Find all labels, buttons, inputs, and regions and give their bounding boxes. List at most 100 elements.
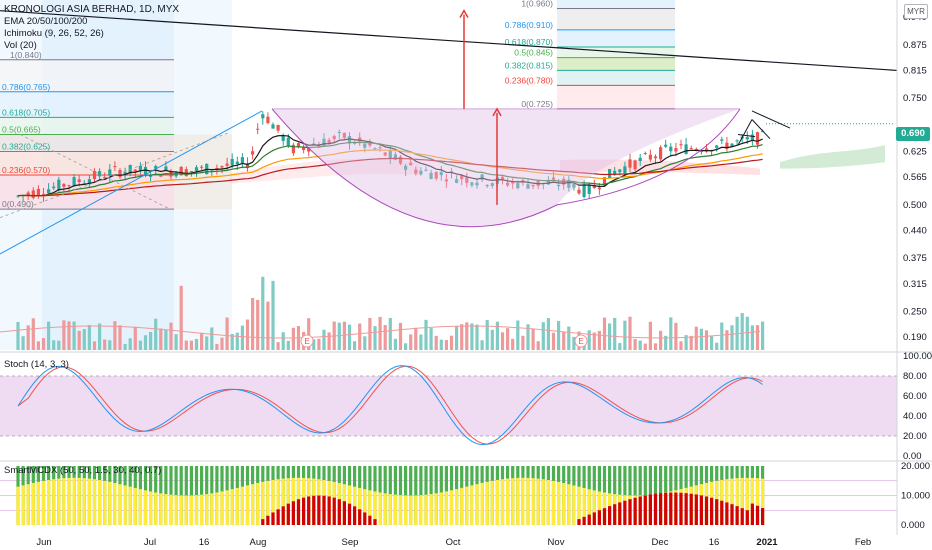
mcdx-bar-red (337, 499, 341, 525)
volume-bar (342, 321, 346, 350)
candle-body (271, 124, 275, 129)
mcdx-bar-yellow (358, 487, 362, 525)
currency-button[interactable]: MYR (904, 4, 928, 19)
volume-bar (659, 330, 663, 350)
volume-bar (404, 343, 408, 350)
candle-body (623, 166, 627, 174)
candle-body (47, 189, 51, 194)
volume-bar (704, 330, 709, 350)
mcdx-bar-yellow (546, 479, 550, 525)
fib-left-band (0, 175, 174, 210)
candle-body (704, 148, 709, 152)
mcdx-bar-yellow (87, 478, 91, 525)
volume-bar (184, 340, 188, 350)
fib-right-band (557, 8, 675, 30)
candle-body (444, 179, 448, 182)
mcdx-bar-yellow (123, 485, 127, 525)
volume-bar (694, 326, 698, 350)
mcdx-bar-red (276, 509, 280, 525)
volume-bar (174, 334, 178, 350)
candle-body (715, 145, 719, 148)
volume-bar (220, 337, 224, 350)
candle-body (393, 154, 397, 160)
volume-bar (648, 321, 652, 350)
volume-bar (179, 285, 183, 350)
mcdx-bar-yellow (470, 485, 474, 525)
price-tick-label: 0.375 (903, 253, 927, 264)
volume-bar (388, 317, 392, 350)
candle-body (664, 144, 668, 147)
candle-body (516, 183, 520, 189)
mcdx-bar-yellow (363, 489, 367, 525)
price-tick-label: 0.815 (903, 65, 927, 76)
mcdx-bar-red (327, 496, 331, 525)
candle-body (465, 177, 469, 183)
candle-body (506, 182, 510, 186)
volume-bar (684, 335, 688, 350)
price-tick-label: 0.190 (903, 332, 927, 343)
volume-bar (740, 313, 744, 350)
time-tick-label: 2021 (756, 537, 778, 548)
ema-20-line (17, 134, 763, 197)
cup-pattern-right-edge (556, 108, 741, 206)
fib-right-band (557, 29, 675, 47)
mcdx-bar-red (592, 512, 596, 525)
mcdx-bar-red (582, 516, 586, 525)
fib-right-level-label: 0.382(0.815) (505, 60, 553, 70)
price-tick-label: 0.625 (903, 147, 927, 158)
fib-right-level-label: 0.786(0.910) (505, 20, 553, 30)
time-tick-label: 16 (709, 537, 720, 548)
smartmcdx-legend: SmartMCDX (50, 50, 1.5, 30, 40, 0.7) (4, 465, 162, 476)
candle-body (312, 143, 316, 145)
candle-body (302, 147, 306, 151)
volume-bar (317, 338, 321, 350)
time-tick-label: Jul (144, 537, 156, 548)
volume-bar (123, 343, 127, 350)
dashed-line-1 (0, 131, 231, 219)
fib-left-level-label: 0.618(0.705) (2, 107, 50, 117)
mcdx-bar-yellow (439, 492, 443, 525)
mcdx-tick-label: 0.000 (901, 520, 925, 531)
price-tick-label: 0.250 (903, 307, 927, 318)
candle-body (679, 144, 683, 146)
mcdx-bar-red (266, 515, 270, 525)
mcdx-bar-red (373, 519, 377, 525)
volume-bar (113, 321, 117, 350)
volume-bar (689, 335, 693, 350)
price-tick-label: 0.750 (903, 93, 927, 104)
candle-body (388, 151, 392, 159)
volume-bar (557, 320, 561, 350)
stoch-tick-label: 80.00 (903, 371, 927, 382)
mcdx-bar-yellow (562, 483, 566, 525)
candle-body (409, 162, 413, 166)
candle-body (608, 169, 612, 179)
ichimoku-cloud-green (780, 145, 885, 169)
mcdx-bar-yellow (62, 478, 66, 525)
volume-bar (485, 320, 489, 350)
mcdx-bar-yellow (82, 478, 86, 525)
mcdx-bar-yellow (761, 478, 765, 525)
candle-body (750, 134, 754, 141)
mcdx-bar-red (286, 503, 290, 525)
volume-bar (169, 322, 173, 350)
candle-body (557, 184, 561, 187)
volume-bar (506, 328, 510, 350)
candle-body (67, 185, 71, 187)
volume-bar (383, 325, 387, 350)
mcdx-bar-red (358, 509, 362, 525)
volume-bar (490, 329, 494, 350)
candle-body (439, 172, 443, 176)
mcdx-bar-yellow (490, 480, 494, 525)
fib-right-level-label: 0.618(0.870) (505, 37, 553, 47)
fib-right-level-label: 0.236(0.780) (505, 75, 553, 85)
volume-bar (281, 332, 285, 350)
volume-bar (679, 341, 683, 350)
mcdx-bar-red (628, 499, 632, 525)
candle-body (587, 184, 591, 194)
candle-body (149, 175, 153, 177)
mcdx-bar-red (613, 504, 617, 525)
mcdx-bar-red (653, 493, 658, 525)
mcdx-bar-yellow (500, 479, 505, 525)
mcdx-bar-red (281, 506, 285, 525)
